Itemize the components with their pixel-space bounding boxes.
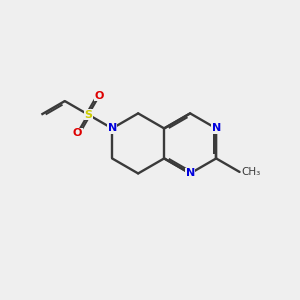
Text: N: N bbox=[107, 123, 117, 134]
Text: N: N bbox=[212, 123, 221, 134]
Text: N: N bbox=[185, 168, 195, 178]
Text: CH₃: CH₃ bbox=[241, 167, 260, 177]
Text: O: O bbox=[73, 128, 82, 138]
Text: O: O bbox=[94, 91, 104, 101]
Text: S: S bbox=[84, 110, 92, 120]
